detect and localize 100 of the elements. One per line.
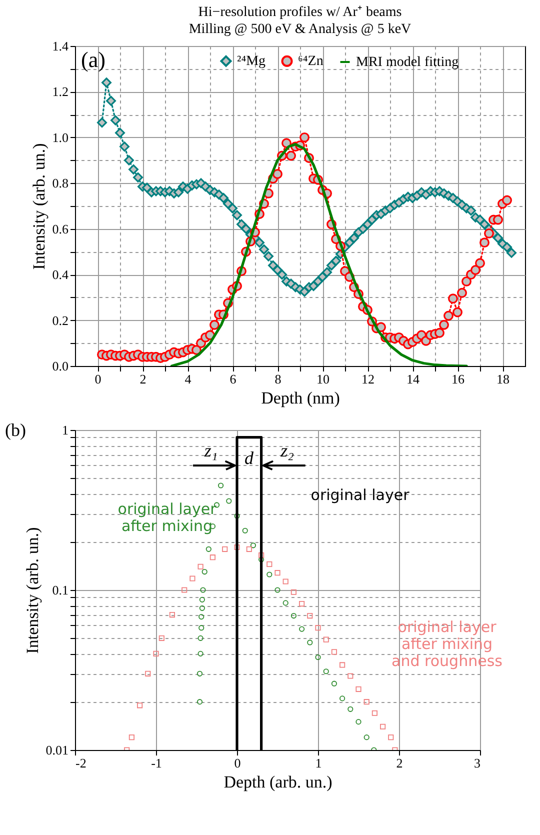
point <box>206 546 212 552</box>
point <box>145 670 151 676</box>
point <box>128 734 134 740</box>
point <box>356 719 362 725</box>
point <box>198 614 204 620</box>
x-axis-title: Depth (nm) <box>261 388 340 408</box>
point <box>290 589 296 595</box>
x-tick-label: 1 <box>315 756 322 770</box>
point <box>323 636 329 642</box>
point <box>226 498 232 504</box>
x-tick-label: 8 <box>274 372 282 386</box>
point <box>266 572 272 578</box>
point <box>315 654 321 660</box>
annotation: d <box>244 448 254 468</box>
point <box>218 482 224 488</box>
legend-label: ²⁴Mg <box>237 54 266 70</box>
point <box>307 640 313 646</box>
x-tick-label: 2 <box>396 756 403 770</box>
y-tick-label: 1 <box>62 422 68 438</box>
point <box>266 561 272 567</box>
point <box>250 542 256 548</box>
x-tick-label: 10 <box>316 372 330 386</box>
y-tick-label: 0.1 <box>52 582 68 598</box>
point <box>331 649 337 655</box>
y-tick-label: 0.2 <box>52 312 68 328</box>
point <box>222 546 228 552</box>
point <box>340 696 346 702</box>
point <box>200 587 206 593</box>
point <box>364 734 370 740</box>
point <box>198 564 204 570</box>
point <box>158 635 164 641</box>
point <box>380 724 386 730</box>
y-axis-title: Intensity (arb. un.) <box>29 143 48 270</box>
point <box>307 612 313 619</box>
legend-label: MRI model fitting <box>356 55 459 70</box>
annotation: z₂ <box>280 440 294 460</box>
point <box>210 554 216 560</box>
point <box>315 625 321 631</box>
point <box>199 596 205 602</box>
point <box>242 528 248 534</box>
y-tick-label: 0.4 <box>52 267 69 282</box>
point <box>198 625 204 631</box>
y-tick-label: 0.6 <box>52 221 69 236</box>
x-axis-title: Depth (arb. un.) <box>224 772 332 792</box>
y-tick-label: 1.2 <box>52 84 68 100</box>
y-tick-label: 0.8 <box>52 176 68 191</box>
point <box>348 673 354 679</box>
x-tick-label: 4 <box>184 372 192 386</box>
point <box>198 650 204 656</box>
point <box>299 600 305 607</box>
point <box>198 635 204 641</box>
x-tick-label: -2 <box>76 756 86 770</box>
point <box>246 546 252 552</box>
point <box>282 600 288 606</box>
point <box>137 702 143 708</box>
point <box>331 680 337 686</box>
x-tick-label: 3 <box>474 756 480 770</box>
text: original layer <box>310 486 410 504</box>
annotation: (a) <box>81 47 106 72</box>
point <box>340 662 346 668</box>
point <box>282 578 288 584</box>
point <box>356 686 362 692</box>
point <box>169 612 175 618</box>
x-tick-label: 0 <box>94 372 102 386</box>
point <box>388 734 394 740</box>
y-tick-label: 1.4 <box>52 38 69 54</box>
chart-title: Hi−resolution profiles w/ Ar⁺ beams <box>198 5 402 20</box>
point <box>290 612 296 619</box>
point <box>153 650 159 656</box>
x-tick-label: 18 <box>496 372 510 386</box>
x-tick-label: 14 <box>406 372 420 386</box>
point <box>274 570 280 576</box>
y-tick-label: 1.0 <box>52 130 68 145</box>
x-tick-label: 2 <box>140 372 146 386</box>
y-tick-label: 0.01 <box>46 742 68 758</box>
x-tick-label: -1 <box>151 756 162 770</box>
legend-label: ⁶⁴Zn <box>298 54 324 70</box>
point <box>258 552 264 558</box>
point <box>199 605 205 611</box>
point <box>364 699 370 705</box>
chart-subtitle: Milling @ 500 eV & Analysis @ 5 keV <box>188 22 412 37</box>
y-axis-title: Intensity (arb. un.) <box>22 527 42 654</box>
x-tick-label: 12 <box>362 372 374 386</box>
point <box>348 706 354 712</box>
x-tick-label: 6 <box>230 372 237 386</box>
series-label: original layer after mixing <box>118 500 218 535</box>
annotation: z₁ <box>203 440 218 460</box>
point <box>299 626 305 632</box>
point <box>372 710 378 716</box>
text: (b) <box>5 420 26 440</box>
point <box>190 576 196 582</box>
point <box>196 670 203 676</box>
y-tick-label: 0.0 <box>52 358 68 374</box>
point <box>323 668 329 674</box>
point <box>196 699 203 705</box>
point <box>182 587 188 593</box>
x-tick-label: 0 <box>234 756 241 770</box>
point <box>274 587 280 593</box>
x-tick-label: 16 <box>452 372 465 386</box>
point <box>202 568 208 575</box>
